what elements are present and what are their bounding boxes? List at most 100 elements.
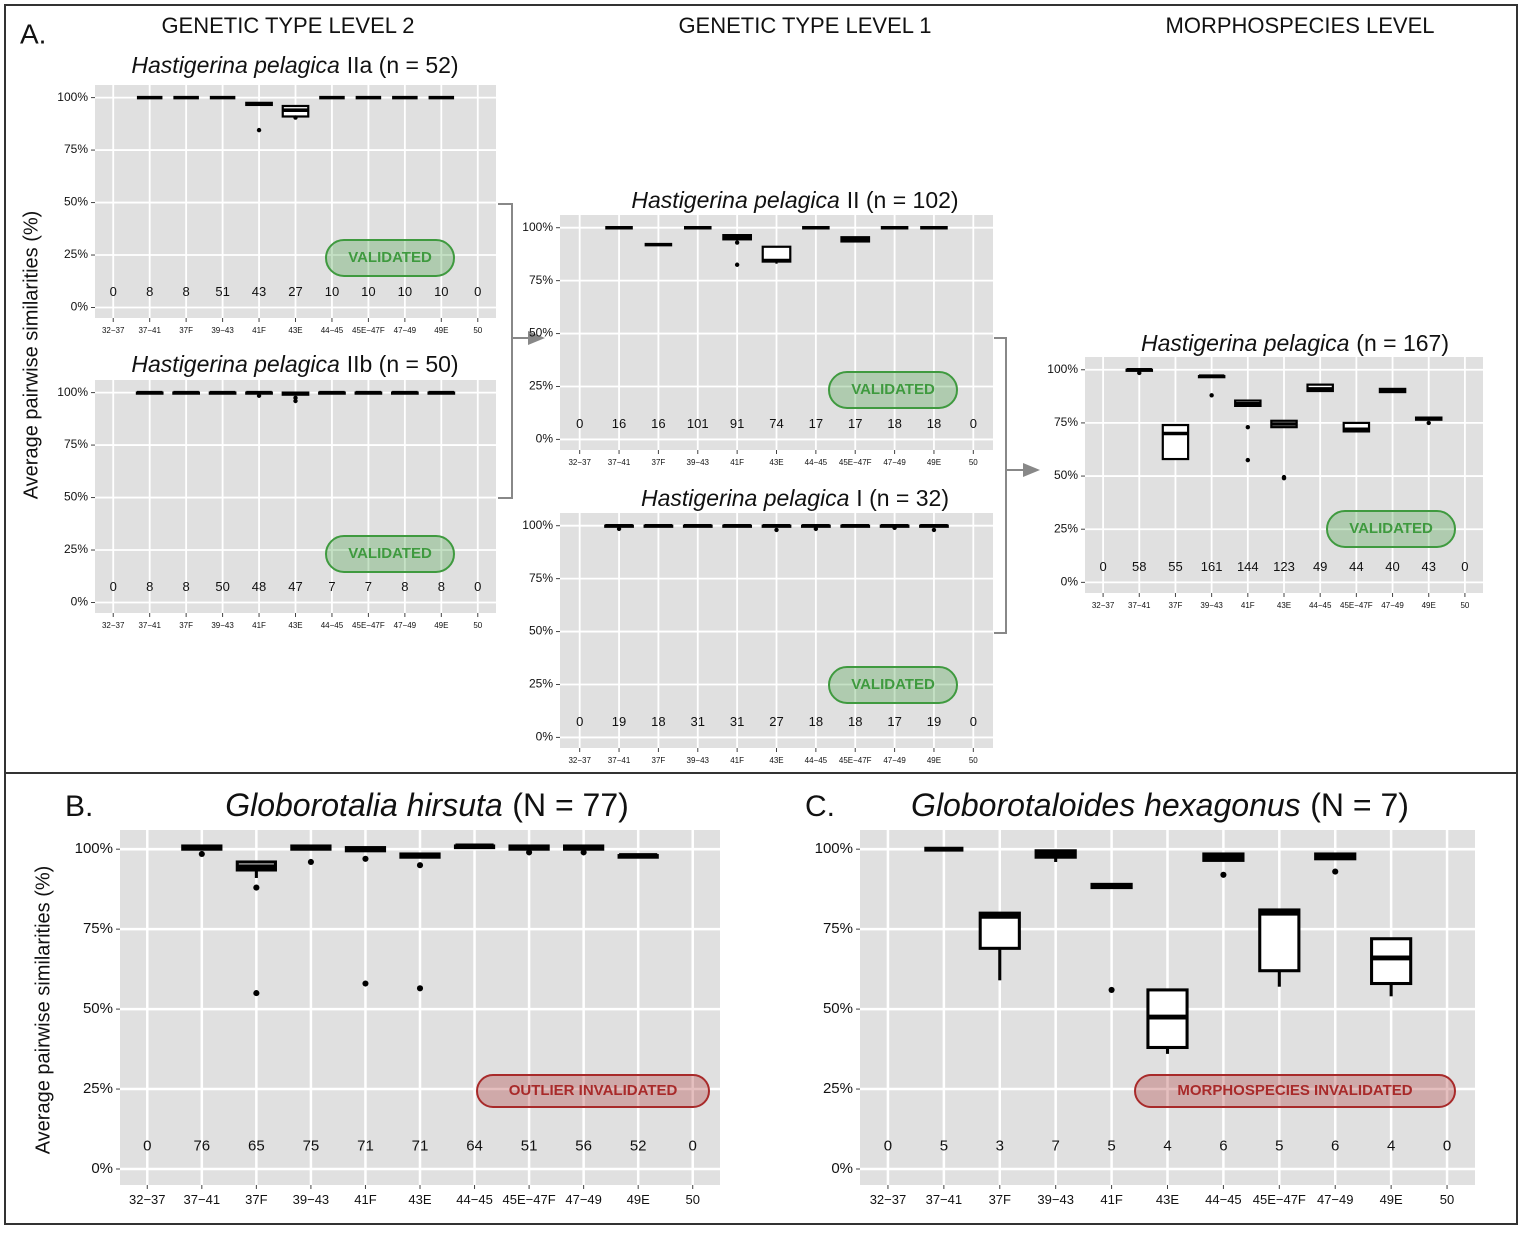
count-label: 8	[401, 579, 408, 594]
count-label: 51	[521, 1138, 538, 1155]
count-label: 10	[398, 284, 412, 299]
x-tick-label: 45E−47F	[839, 458, 872, 467]
x-tick-label: 50	[1460, 601, 1469, 610]
count-label: 65	[248, 1138, 265, 1155]
x-tick-label: 49E	[434, 326, 448, 335]
x-tick-label: 39−43	[687, 756, 710, 765]
title-rest: (N = 77)	[512, 787, 628, 823]
count-label: 0	[110, 579, 117, 594]
chart-title: Hastigerina pelagica IIa (n = 52)	[131, 52, 458, 78]
x-tick-label: 50	[473, 621, 482, 630]
count-label: 0	[474, 284, 481, 299]
panel-label: B.	[65, 790, 93, 823]
y-tick-label: 25%	[83, 1080, 113, 1097]
x-tick-label: 49E	[627, 1192, 650, 1207]
x-tick-label: 44−45	[1205, 1192, 1242, 1207]
count-label: 76	[193, 1138, 210, 1155]
x-tick-label: 45E−47F	[1253, 1192, 1306, 1207]
outlier	[1245, 457, 1251, 463]
y-tick-label: 25%	[1054, 521, 1078, 535]
badge-label: VALIDATED	[851, 676, 935, 693]
box	[1370, 937, 1413, 986]
y-tick-label: 25%	[529, 677, 553, 691]
count-label: 144	[1237, 559, 1259, 574]
y-tick-label: 50%	[1054, 468, 1078, 482]
x-tick-label: 37−41	[1128, 601, 1151, 610]
outlier	[1108, 986, 1115, 993]
count-label: 0	[1443, 1138, 1451, 1155]
y-tick-label: 50%	[529, 624, 553, 638]
x-tick-label: 37−41	[184, 1192, 221, 1207]
count-label: 8	[438, 579, 445, 594]
outlier	[1220, 871, 1227, 878]
outlier	[1137, 370, 1142, 376]
x-tick-label: 45E−47F	[352, 326, 385, 335]
outlier	[813, 526, 819, 532]
count-label: 18	[887, 416, 901, 431]
count-label: 7	[1052, 1138, 1060, 1155]
x-tick-label: 49E	[927, 458, 941, 467]
count-label: 31	[730, 714, 744, 729]
y-tick-label: 75%	[64, 437, 88, 451]
count-label: 0	[689, 1138, 697, 1155]
outlier	[734, 240, 740, 245]
x-tick-label: 39−43	[1037, 1192, 1074, 1207]
x-tick-label: 41F	[1241, 601, 1255, 610]
y-tick-label: 75%	[823, 920, 853, 937]
count-label: 43	[1421, 559, 1435, 574]
outlier	[293, 115, 298, 120]
y-tick-label: 50%	[64, 195, 88, 209]
badge	[1326, 510, 1456, 548]
outlier	[734, 262, 740, 267]
x-tick-label: 32−37	[102, 326, 125, 335]
y-tick-label: 0%	[536, 730, 554, 744]
count-label: 19	[612, 714, 626, 729]
badge	[476, 1074, 710, 1108]
badge-label: VALIDATED	[348, 249, 432, 266]
chart-title: Hastigerina pelagica II (n = 102)	[631, 187, 958, 213]
title-rest: II (n = 102)	[847, 187, 959, 213]
count-label: 8	[183, 579, 190, 594]
count-label: 51	[215, 284, 229, 299]
outlier	[307, 858, 314, 866]
count-label: 19	[927, 714, 941, 729]
x-tick-label: 43E	[408, 1192, 431, 1207]
arrow-head	[1023, 463, 1040, 477]
badge	[325, 535, 455, 573]
outlier	[1281, 475, 1287, 481]
badge-label: MORPHOSPECIES INVALIDATED	[1177, 1082, 1412, 1099]
y-tick-label: 75%	[1054, 415, 1078, 429]
x-tick-label: 37F	[989, 1192, 1011, 1207]
count-label: 5	[940, 1138, 948, 1155]
x-tick-label: 37−41	[608, 756, 631, 765]
count-label: 18	[927, 416, 941, 431]
y-tick-label: 75%	[83, 920, 113, 937]
outlier	[293, 398, 298, 404]
x-tick-label: 43E	[288, 326, 302, 335]
y-tick-label: 100%	[1047, 362, 1078, 376]
count-label: 43	[252, 284, 266, 299]
count-label: 10	[325, 284, 339, 299]
y-tick-label: 0%	[91, 1160, 113, 1177]
y-tick-label: 25%	[823, 1080, 853, 1097]
y-tick-label: 25%	[529, 379, 553, 393]
x-tick-label: 44−45	[805, 458, 828, 467]
x-tick-label: 39−43	[1200, 601, 1223, 610]
count-label: 48	[252, 579, 266, 594]
count-label: 55	[1168, 559, 1182, 574]
count-label: 5	[1275, 1138, 1283, 1155]
y-tick-label: 25%	[64, 247, 88, 261]
y-tick-label: 0%	[1061, 575, 1079, 589]
count-label: 6	[1219, 1138, 1227, 1155]
count-label: 91	[730, 416, 744, 431]
outlier	[616, 526, 622, 532]
y-tick-label: 0%	[536, 432, 554, 446]
y-tick-label: 100%	[815, 840, 853, 857]
x-tick-label: 44−45	[1309, 601, 1332, 610]
count-label: 6	[1331, 1138, 1339, 1155]
outlier	[253, 990, 260, 997]
outlier	[1245, 424, 1251, 430]
x-tick-label: 41F	[252, 621, 266, 630]
badge-label: OUTLIER INVALIDATED	[509, 1082, 678, 1099]
count-label: 0	[143, 1138, 151, 1155]
